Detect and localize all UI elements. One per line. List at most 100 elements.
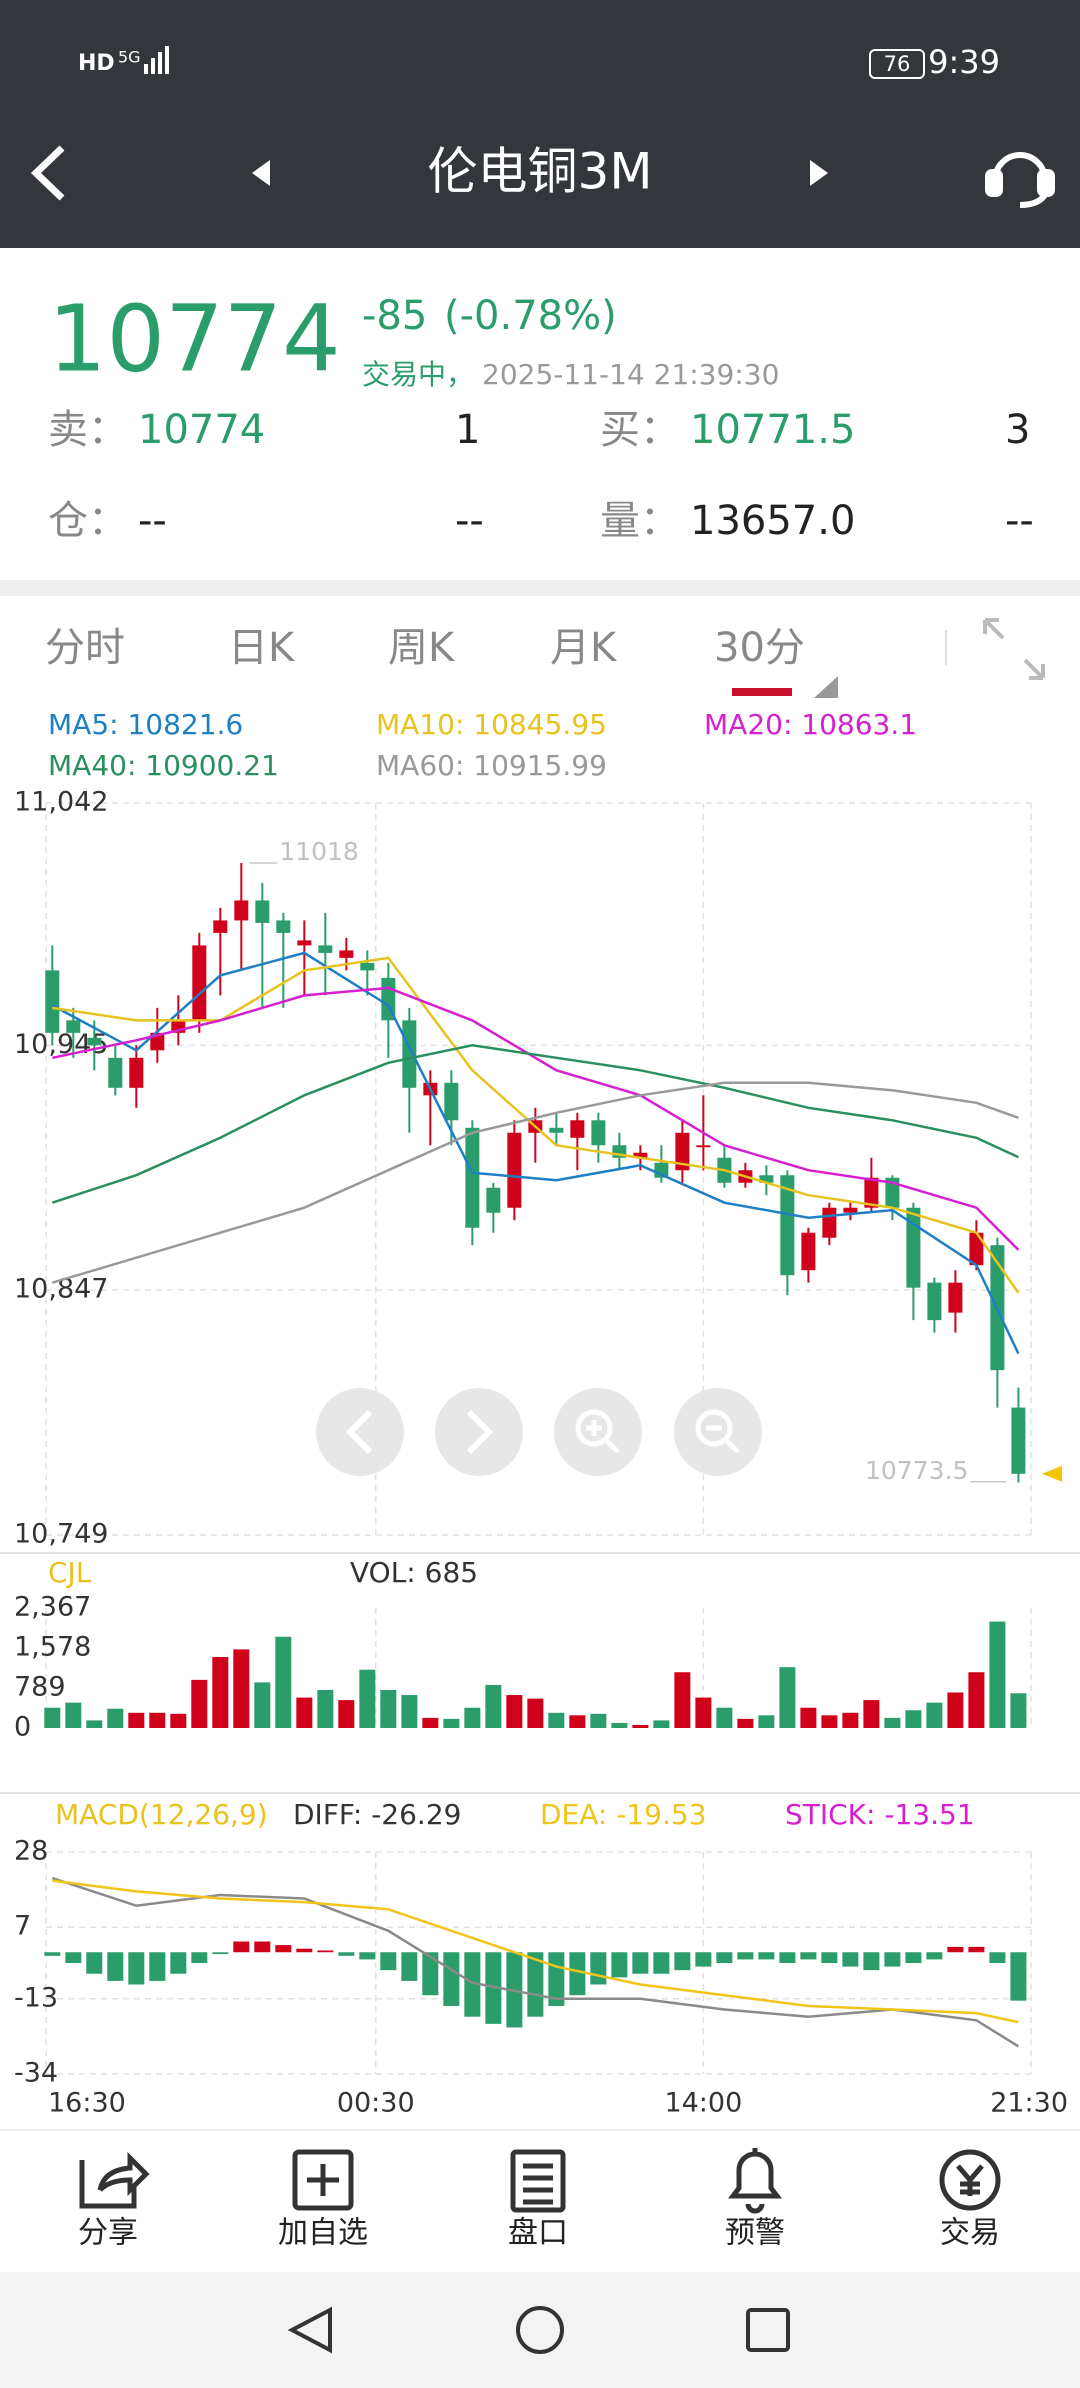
volume-bar xyxy=(65,1702,82,1728)
toolbar-label[interactable]: 交易 xyxy=(940,2216,1000,2251)
change-pct: (-0.78%) xyxy=(444,293,617,339)
line-series xyxy=(52,986,1020,1251)
toolbar-label[interactable]: 预警 xyxy=(725,2216,785,2251)
zoom-in[interactable] xyxy=(554,1388,642,1476)
x-tick-label: 00:30 xyxy=(337,2088,415,2119)
y-tick-label: 11,042 xyxy=(14,787,108,818)
volume-bar xyxy=(884,1717,901,1728)
volume-bar xyxy=(317,1689,334,1728)
macd-bar xyxy=(905,1952,922,1963)
volume-bar xyxy=(611,1722,628,1728)
macd-bar xyxy=(632,1952,649,1974)
macd-bar xyxy=(170,1952,187,1974)
candle-body xyxy=(1011,1407,1026,1474)
volume-bar xyxy=(548,1712,565,1728)
macd-bar xyxy=(44,1952,61,1956)
tab[interactable]: 日K xyxy=(228,625,296,671)
toolbar-label[interactable]: 分享 xyxy=(78,2216,138,2251)
scroll-left[interactable] xyxy=(316,1388,404,1476)
macd-bar xyxy=(590,1952,607,1985)
service-button[interactable] xyxy=(985,152,1055,208)
tab[interactable]: 月K xyxy=(550,625,618,671)
candle-body xyxy=(507,1132,522,1208)
macd-bar xyxy=(527,1952,544,2017)
clock: 9:39 xyxy=(928,43,1000,81)
volume-bar xyxy=(86,1720,103,1728)
macd-bar xyxy=(968,1946,985,1953)
volume-bar xyxy=(485,1684,502,1728)
macd-bar xyxy=(926,1952,943,1960)
candle-body xyxy=(696,1145,711,1148)
toolbar-label[interactable]: 盘口 xyxy=(508,2216,568,2251)
period-menu[interactable] xyxy=(814,676,838,698)
macd-bar xyxy=(212,1952,229,1955)
fullscreen-button[interactable] xyxy=(983,618,1045,680)
nav-back[interactable] xyxy=(287,2306,332,2354)
y-tick-label: 2,367 xyxy=(14,1592,91,1623)
pane-title: MACD(12,26,9) xyxy=(55,1798,268,1831)
tab[interactable]: 30分 xyxy=(714,625,805,671)
toolbar-label[interactable]: 加自选 xyxy=(278,2216,368,2251)
candle-body xyxy=(255,900,270,923)
y-tick-label: 10,749 xyxy=(14,1519,108,1550)
hd-icon: HD xyxy=(78,51,115,76)
volume-bar xyxy=(632,1724,649,1728)
macd-bar xyxy=(86,1952,103,1974)
prev-button[interactable] xyxy=(252,160,270,186)
quote-cell: -- xyxy=(138,498,167,544)
candle-body xyxy=(822,1207,837,1238)
candle-body xyxy=(948,1282,963,1313)
macd-bar xyxy=(485,1952,502,2024)
volume-bar xyxy=(716,1707,733,1728)
macd-bar xyxy=(338,1952,355,1956)
legend-entry: MA60: 10915.99 xyxy=(376,749,607,782)
title: 伦电铜3M xyxy=(428,143,653,201)
volume-bar xyxy=(401,1695,418,1728)
y-tick-label: 0 xyxy=(14,1712,31,1743)
volume-bar xyxy=(968,1672,985,1728)
macd-bar xyxy=(1010,1952,1027,2001)
legend-entry: MA40: 10900.21 xyxy=(48,749,279,782)
y-tick-label: 28 xyxy=(14,1836,48,1867)
macd-bar xyxy=(947,1946,964,1953)
volume-bar xyxy=(863,1700,880,1728)
nav-recent[interactable] xyxy=(746,2308,790,2352)
macd-bar xyxy=(296,1948,313,1953)
quote-cell: 买： xyxy=(600,407,680,453)
candle-body xyxy=(633,1152,648,1158)
volume-bar xyxy=(296,1697,313,1728)
macd-bar xyxy=(821,1952,838,1963)
candle-body xyxy=(465,1127,480,1228)
candle-body xyxy=(864,1177,879,1208)
y-tick-label: 7 xyxy=(14,1911,31,1942)
macd-bar xyxy=(716,1952,733,1963)
last-price: 10774 xyxy=(48,285,341,392)
macd-bar xyxy=(653,1952,670,1974)
y-tick-label: -34 xyxy=(14,2058,58,2089)
scroll-right[interactable] xyxy=(435,1388,523,1476)
volume-bar xyxy=(926,1702,943,1728)
tab[interactable]: 周K xyxy=(388,625,456,671)
next-button[interactable] xyxy=(810,160,828,186)
zoom-out[interactable] xyxy=(674,1388,762,1476)
candle-body xyxy=(234,900,249,921)
volume-bar xyxy=(653,1720,670,1728)
volume-bar xyxy=(590,1713,607,1728)
back-button[interactable] xyxy=(30,145,65,201)
volume-bar xyxy=(128,1712,145,1728)
volume-bar xyxy=(338,1700,355,1728)
line-series xyxy=(51,1081,1019,1284)
separator xyxy=(0,580,1080,596)
macd-bar xyxy=(149,1952,166,1981)
tab[interactable]: 分时 xyxy=(45,625,125,671)
nav-home[interactable] xyxy=(516,2306,564,2354)
volume-bar xyxy=(464,1707,481,1728)
candle-body xyxy=(591,1120,606,1146)
candle-body xyxy=(927,1282,942,1321)
quote-cell: -- xyxy=(1005,498,1034,544)
legend-entry: DIFF: -26.29 xyxy=(293,1798,461,1831)
volume-bar xyxy=(989,1621,1006,1728)
volume-bar xyxy=(674,1672,691,1728)
macd-bar xyxy=(191,1952,208,1963)
